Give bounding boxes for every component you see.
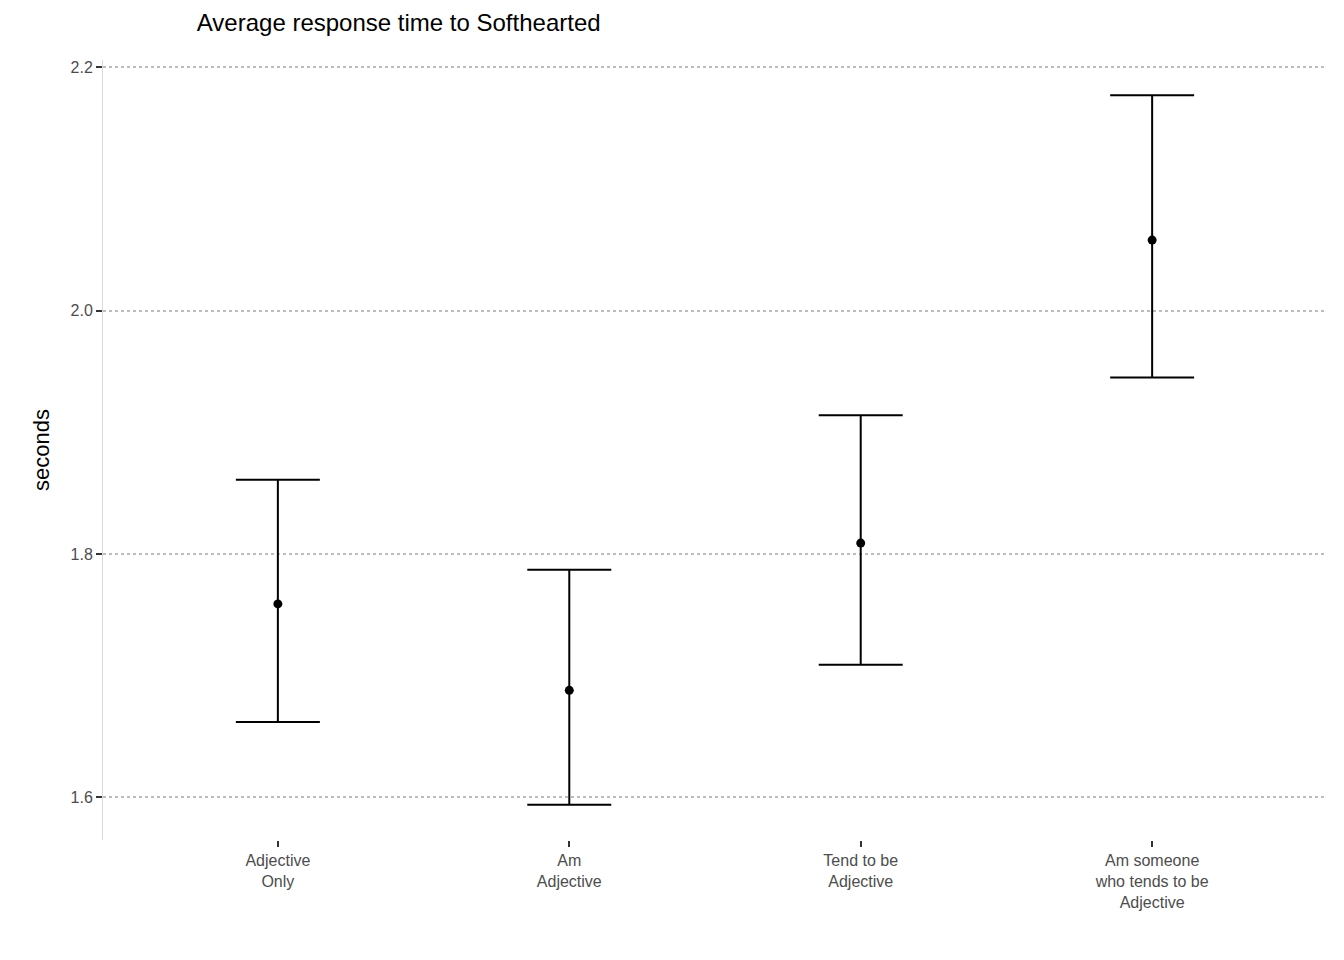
svg-text:2.2: 2.2 [71,59,93,76]
svg-text:Tend to beAdjective: Tend to beAdjective [823,852,898,890]
svg-text:2.0: 2.0 [71,302,93,319]
svg-text:Average response time to Softh: Average response time to Softhearted [197,9,601,36]
svg-text:AmAdjective: AmAdjective [537,852,602,890]
svg-text:1.6: 1.6 [71,789,93,806]
svg-text:seconds: seconds [29,409,54,491]
svg-text:1.8: 1.8 [71,546,93,563]
svg-text:Am someonewho tends to beAdjec: Am someonewho tends to beAdjective [1095,852,1209,911]
svg-text:AdjectiveOnly: AdjectiveOnly [245,852,310,890]
